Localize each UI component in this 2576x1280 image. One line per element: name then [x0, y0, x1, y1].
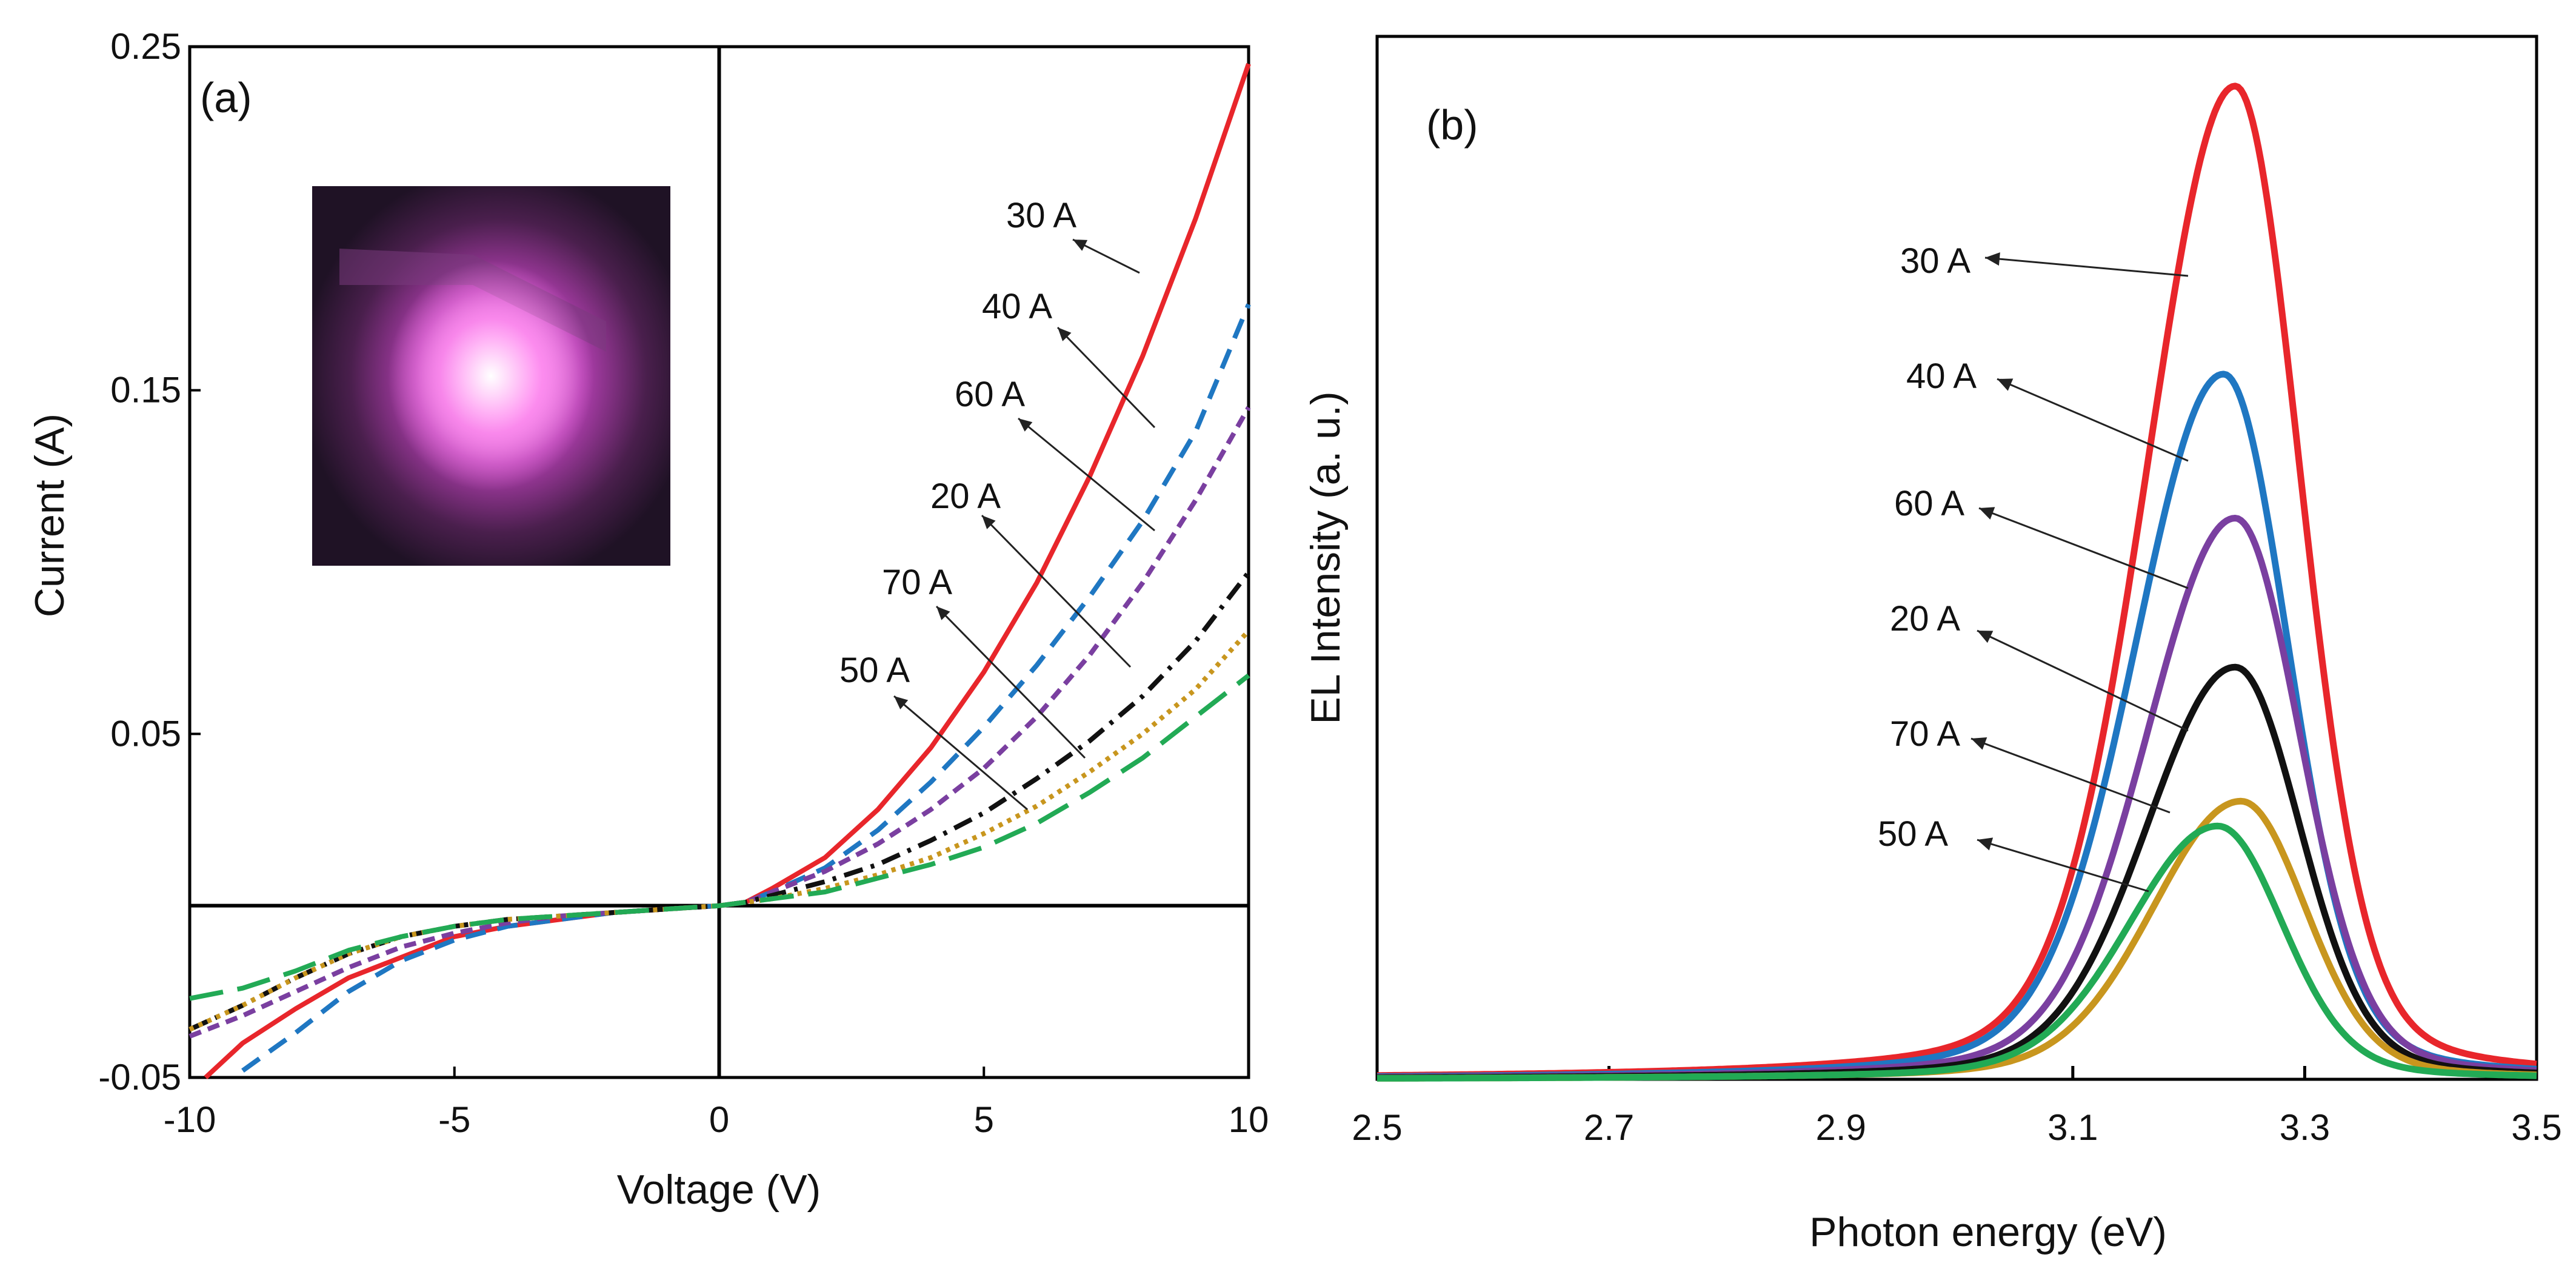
panel-b-label: (b) [1426, 101, 1478, 149]
iv-x-tick-label: -5 [438, 1099, 470, 1140]
el-curve-label: 60 A [1894, 484, 1964, 523]
iv-y-tick-label: 0.05 [110, 713, 181, 754]
el-label-arrow [1970, 737, 2171, 814]
iv-curve-label: 60 A [955, 375, 1025, 414]
el-label-arrow [1978, 507, 2189, 589]
el-curve-label: 30 A [1900, 241, 1970, 281]
iv-arrowhead [894, 696, 909, 709]
el-label-arrow [1977, 629, 2189, 732]
iv-arrowhead [982, 515, 996, 529]
iv-arrowhead [1073, 240, 1088, 251]
el-x-tick-label: 3.1 [2047, 1107, 2098, 1148]
iv-label-arrow [1056, 326, 1156, 429]
el-arrowhead [1997, 378, 2014, 391]
el-series-30a [1376, 82, 2537, 1079]
iv-label-arrow [935, 605, 1086, 759]
el-plot-frame [1375, 35, 2538, 1081]
el-series-50a [1376, 822, 2537, 1082]
iv-y-tick-label: 0.15 [110, 370, 181, 410]
iv-curve-label: 40 A [982, 287, 1052, 326]
iv-y-tick-label: -0.05 [98, 1057, 181, 1097]
inset-photo [312, 186, 670, 566]
el-x-tick-label: 2.5 [1352, 1107, 1402, 1148]
iv-y-axis-label: Current (A) [27, 414, 73, 617]
iv-series-40a [241, 303, 1251, 1073]
el-label-arrow [1977, 839, 2149, 893]
el-y-axis-label: EL Intensity (a. u.) [1303, 391, 1349, 724]
el-chart: 2.5 2.7 2.9 3.1 3.3 3.5 30 A 40 A 60 A 20 A 70 A 5… [1303, 35, 2562, 1255]
iv-arrowhead [936, 606, 950, 620]
iv-arrowhead [1018, 418, 1033, 432]
iv-x-tick-label: 10 [1229, 1099, 1269, 1140]
iv-x-axis-label: Voltage (V) [617, 1167, 821, 1213]
iv-label-arrow [1018, 417, 1155, 532]
el-curve-label: 50 A [1878, 814, 1948, 854]
el-x-tick-label: 3.5 [2511, 1107, 2561, 1148]
el-arrowhead [1977, 631, 1994, 643]
el-arrowhead [1977, 837, 1994, 851]
el-arrowhead [1979, 507, 1995, 520]
iv-curve-label: 20 A [930, 477, 1001, 516]
iv-label-arrow [981, 514, 1132, 668]
el-x-tick-label: 2.7 [1584, 1107, 1634, 1148]
el-curve-label: 20 A [1890, 599, 1960, 638]
iv-curve-label: 70 A [882, 563, 952, 602]
el-curve-label: 70 A [1890, 714, 1960, 754]
iv-chart: -0.05 0.05 0.15 0.25 -10 -5 0 5 10 30 A 40 A 60 A 2… [27, 26, 1269, 1213]
iv-curve-label: 50 A [839, 651, 910, 690]
el-label-arrow [1984, 256, 2189, 277]
iv-curve-label: 30 A [1006, 196, 1076, 235]
el-arrowhead [1971, 737, 1987, 750]
iv-x-tick-label: 5 [974, 1099, 994, 1140]
el-curve-label: 40 A [1906, 357, 1977, 396]
iv-series-50a [189, 673, 1250, 1001]
el-series-70a [1376, 797, 2537, 1082]
el-x-tick-label: 3.3 [2280, 1107, 2330, 1148]
iv-label-arrow [893, 695, 1028, 811]
iv-arrowhead [1058, 327, 1072, 341]
el-arrowhead [1985, 252, 2000, 266]
iv-x-tick-label: -10 [164, 1099, 216, 1140]
iv-x-tick-label: 0 [709, 1099, 729, 1140]
panel-a-label: (a) [200, 74, 252, 121]
iv-y-tick-label: 0.25 [110, 26, 181, 67]
el-x-tick-label: 2.9 [1815, 1107, 1866, 1148]
el-label-arrow [1997, 378, 2189, 462]
el-x-axis-label: Photon energy (eV) [1809, 1209, 2167, 1255]
